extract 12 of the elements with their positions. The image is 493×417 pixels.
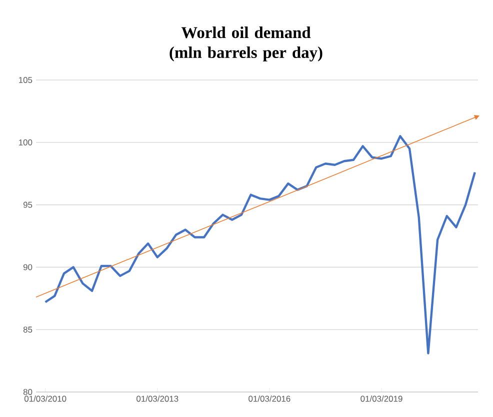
x-tick-label: 01/03/2019 xyxy=(360,396,402,402)
y-tick-label: 80 xyxy=(23,389,32,395)
x-tick-label: 01/03/2016 xyxy=(248,396,290,402)
y-tick-label: 105 xyxy=(18,77,32,83)
x-tick-label: 01/03/2010 xyxy=(24,396,66,402)
y-tick-label: 95 xyxy=(23,202,32,208)
x-tick-label: 01/03/2013 xyxy=(136,396,178,402)
y-tick-label: 100 xyxy=(18,139,32,146)
chart-title: World oil demand (mln barrels per day) xyxy=(170,26,322,62)
line-series xyxy=(44,135,476,354)
y-tick-label: 85 xyxy=(23,326,32,333)
y-tick-label: 90 xyxy=(23,264,32,270)
